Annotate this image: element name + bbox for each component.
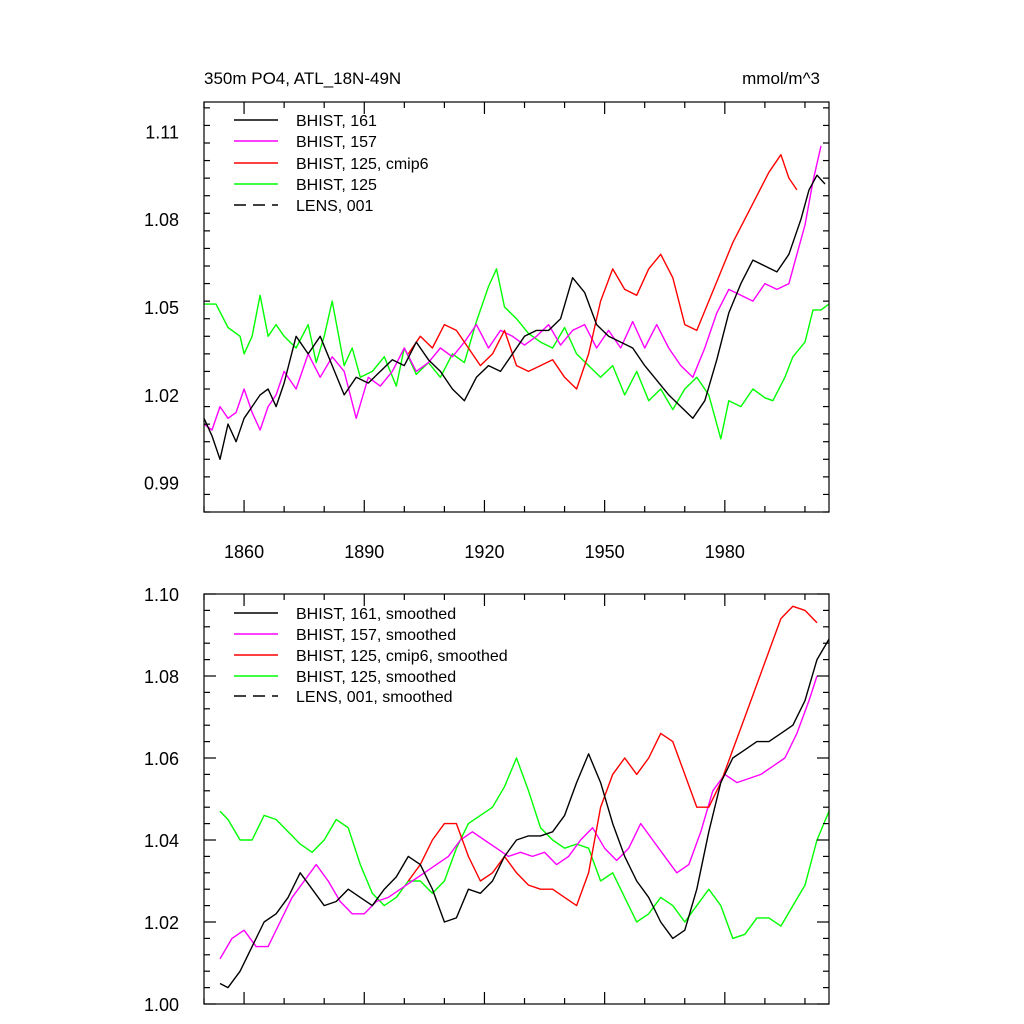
top-panel: 350m PO4, ATL_18N-49N mmol/m^3 0.99 1.02 1… — [144, 69, 830, 562]
top-ytick-label: 1.05 — [144, 298, 179, 318]
top-series-bhist-157 — [203, 145, 822, 431]
bottom-ytick-label: 1.00 — [144, 995, 179, 1015]
top-series-bhist-161 — [203, 174, 826, 460]
bottom-series-bhist-157-smoothed — [219, 675, 818, 960]
bottom-axis-ticks: 1.00 1.02 1.04 1.06 1.08 1.10 — [144, 585, 829, 1015]
bottom-ytick-label: 1.08 — [144, 667, 179, 687]
top-plot-frame — [203, 101, 830, 513]
top-xtick-label: 1920 — [464, 542, 504, 562]
bottom-series-group — [219, 605, 830, 989]
bottom-legend-label-5: LENS, 001, smoothed — [296, 689, 453, 706]
bottom-series-bhist-161-smoothed — [219, 638, 830, 989]
top-series-group — [203, 145, 830, 460]
top-ytick-label: 1.11 — [145, 122, 179, 142]
bottom-legend-label-4: BHIST, 125, smoothed — [296, 669, 456, 686]
top-axis-ticks: 0.99 1.02 1.05 1.08 1.11 1860 1890 1920 1950 1980 — [144, 102, 829, 562]
bottom-legend-label-2: BHIST, 157, smoothed — [296, 627, 456, 644]
top-xtick-label: 1890 — [344, 542, 384, 562]
bottom-legend-label-1: BHIST, 161, smoothed — [296, 606, 456, 623]
top-series-bhist-125-cmip6 — [407, 153, 798, 390]
top-legend: BHIST, 161 BHIST, 157 BHIST, 125, cmip6 … — [234, 113, 429, 215]
top-legend-label-5: LENS, 001 — [296, 198, 373, 215]
bottom-ytick-label: 1.10 — [144, 585, 179, 605]
bottom-series-bhist-125-cmip6-smoothed — [407, 605, 818, 907]
bottom-ytick-label: 1.04 — [144, 831, 179, 851]
bottom-legend-label-3: BHIST, 125, cmip6, smoothed — [296, 648, 508, 665]
top-xtick-label: 1980 — [705, 542, 745, 562]
top-xtick-label: 1950 — [585, 542, 625, 562]
top-ytick-label: 1.02 — [144, 386, 179, 406]
top-legend-label-3: BHIST, 125, cmip6 — [296, 156, 429, 173]
bottom-series-bhist-125-smoothed — [219, 757, 830, 940]
top-legend-label-2: BHIST, 157 — [296, 134, 377, 151]
top-panel-units: mmol/m^3 — [742, 69, 820, 88]
top-legend-label-1: BHIST, 161 — [296, 113, 377, 130]
bottom-plot-frame — [203, 593, 830, 1005]
top-xtick-label: 1860 — [224, 542, 264, 562]
top-ytick-label: 0.99 — [144, 474, 179, 494]
top-panel-title: 350m PO4, ATL_18N-49N — [204, 69, 401, 88]
top-legend-label-4: BHIST, 125 — [296, 177, 377, 194]
top-ytick-label: 1.08 — [144, 210, 179, 230]
bottom-legend: BHIST, 161, smoothed BHIST, 157, smoothe… — [234, 606, 508, 706]
bottom-ytick-label: 1.02 — [144, 913, 179, 933]
top-series-bhist-125 — [204, 268, 830, 440]
bottom-panel: 1.00 1.02 1.04 1.06 1.08 1.10 BHIST, 161, smo… — [144, 585, 830, 1015]
bottom-ytick-label: 1.06 — [144, 749, 179, 769]
